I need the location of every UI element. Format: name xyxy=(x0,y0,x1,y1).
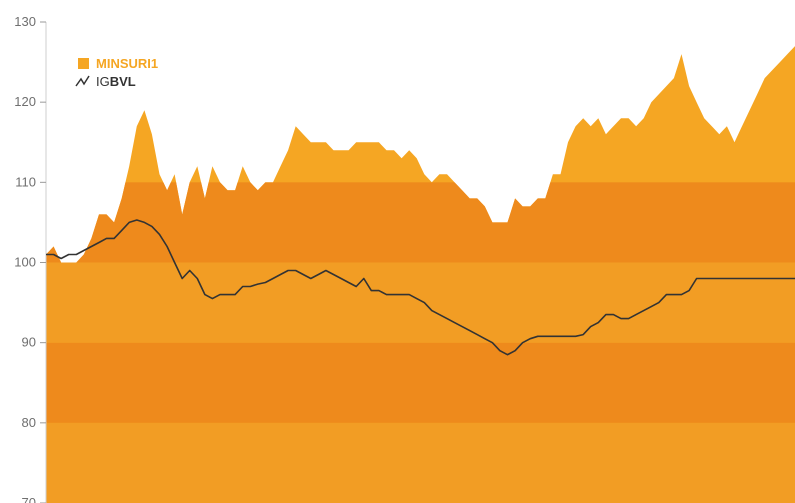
y-tick-label: 130 xyxy=(14,14,36,29)
y-tick-label: 70 xyxy=(22,495,36,503)
y-tick-label: 100 xyxy=(14,255,36,270)
y-tick-label: 120 xyxy=(14,94,36,109)
y-tick-label: 90 xyxy=(22,335,36,350)
y-tick-label: 110 xyxy=(15,174,36,189)
y-band xyxy=(46,422,795,503)
y-band xyxy=(46,262,795,343)
legend-label-igbvl: IGBVL xyxy=(96,74,136,89)
line-chart-icon xyxy=(75,75,90,87)
y-band xyxy=(46,342,795,423)
square-swatch-icon xyxy=(78,58,89,69)
y-tick-label: 80 xyxy=(22,415,36,430)
y-band xyxy=(46,182,795,263)
series-line-igbvl xyxy=(46,219,795,356)
legend-label-minsuri1: MINSURI1 xyxy=(96,56,158,71)
